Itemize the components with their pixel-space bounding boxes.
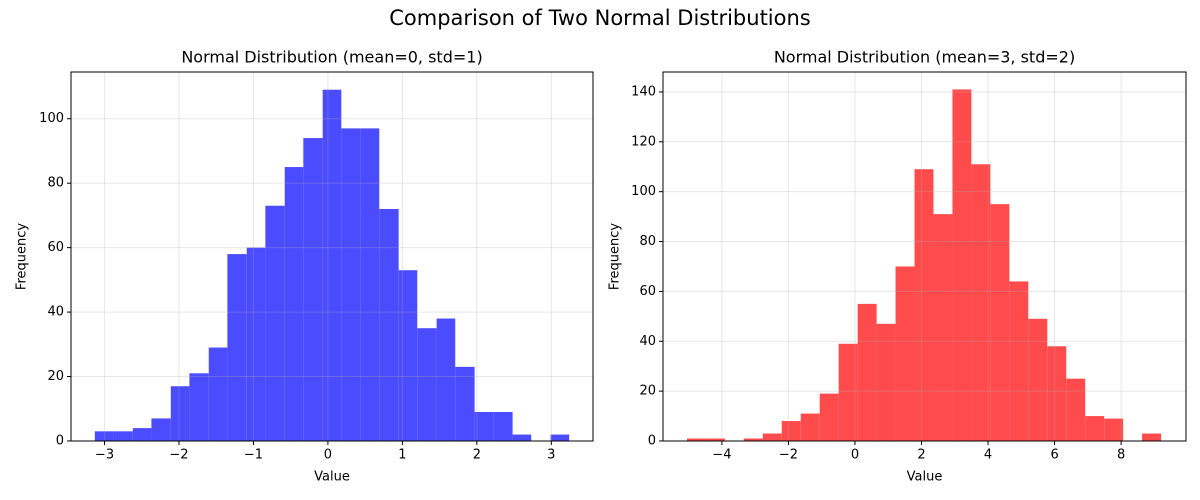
x-tick-label: 1	[398, 448, 406, 463]
bar	[743, 438, 763, 441]
bar	[512, 434, 532, 441]
x-tick-label: −1	[244, 448, 263, 463]
bar	[1142, 433, 1162, 441]
x-tick-label: −3	[95, 448, 114, 463]
bar	[686, 438, 706, 441]
y-tick-label: 80	[47, 176, 64, 191]
bar	[284, 167, 304, 441]
bar	[151, 418, 171, 441]
x-tick-label: 0	[324, 448, 332, 463]
bar	[838, 343, 858, 441]
bar	[170, 386, 190, 441]
y-axis-label: Frequency	[608, 223, 623, 290]
bar	[474, 411, 494, 441]
x-tick-label: −4	[712, 448, 731, 463]
bar	[379, 208, 399, 441]
bar	[990, 204, 1010, 441]
y-tick-label: 20	[47, 369, 64, 384]
y-tick-label: 40	[47, 305, 64, 320]
y-tick-label: 100	[39, 111, 64, 126]
bar	[303, 138, 323, 442]
y-tick-label: 80	[639, 234, 656, 249]
bar	[1104, 418, 1124, 441]
x-tick-label: 6	[1050, 448, 1058, 463]
y-tick-label: 40	[639, 334, 656, 349]
y-tick-label: 20	[639, 384, 656, 399]
bar	[94, 431, 114, 441]
bar	[360, 128, 380, 441]
bar	[819, 393, 839, 441]
bar	[189, 373, 209, 441]
x-tick-label: 4	[984, 448, 992, 463]
y-tick-label: 0	[56, 434, 64, 449]
x-axis-label: Value	[907, 470, 943, 485]
y-tick-label: 100	[631, 184, 656, 199]
y-tick-label: 140	[631, 84, 656, 99]
x-axis-label: Value	[314, 470, 350, 485]
bar	[705, 438, 725, 441]
bar	[398, 270, 418, 441]
bar	[246, 247, 266, 441]
bar	[762, 433, 782, 441]
bar	[914, 169, 934, 441]
y-tick-label: 120	[631, 134, 656, 149]
bar	[113, 431, 133, 441]
x-tick-label: 3	[547, 448, 555, 463]
x-tick-label: 2	[473, 448, 481, 463]
x-tick-label: −2	[779, 448, 798, 463]
chart-title: Normal Distribution (mean=0, std=1)	[181, 48, 482, 67]
bar	[933, 214, 953, 441]
bar	[876, 323, 896, 441]
x-tick-label: 8	[1117, 448, 1125, 463]
bar	[265, 205, 285, 441]
bar	[208, 347, 228, 441]
bar	[857, 303, 877, 441]
bar	[1009, 281, 1029, 441]
y-axis-label: Frequency	[15, 223, 30, 290]
figure-title: Comparison of Two Normal Distributions	[389, 6, 811, 30]
y-tick-label: 60	[639, 284, 656, 299]
bar	[895, 266, 915, 441]
bar	[455, 366, 475, 441]
bar	[227, 254, 247, 441]
bar	[971, 164, 991, 441]
axes-frame	[662, 71, 1187, 442]
chart-title: Normal Distribution (mean=3, std=2)	[774, 48, 1075, 67]
bar	[952, 89, 972, 442]
bar	[132, 428, 152, 441]
axes-frame	[70, 71, 594, 442]
bar	[322, 89, 342, 442]
bar	[800, 413, 820, 441]
bar	[417, 328, 437, 441]
x-tick-label: 2	[917, 448, 925, 463]
y-tick-label: 60	[47, 240, 64, 255]
bar	[1028, 318, 1048, 441]
bar	[341, 128, 361, 441]
bar	[781, 421, 801, 441]
bar	[1085, 416, 1105, 441]
bar	[1047, 346, 1067, 441]
bar	[493, 411, 513, 441]
x-tick-label: −2	[169, 448, 188, 463]
bar	[436, 318, 456, 441]
x-tick-label: 0	[851, 448, 859, 463]
bar	[1066, 378, 1086, 441]
y-tick-label: 0	[648, 434, 656, 449]
bar	[550, 434, 570, 441]
